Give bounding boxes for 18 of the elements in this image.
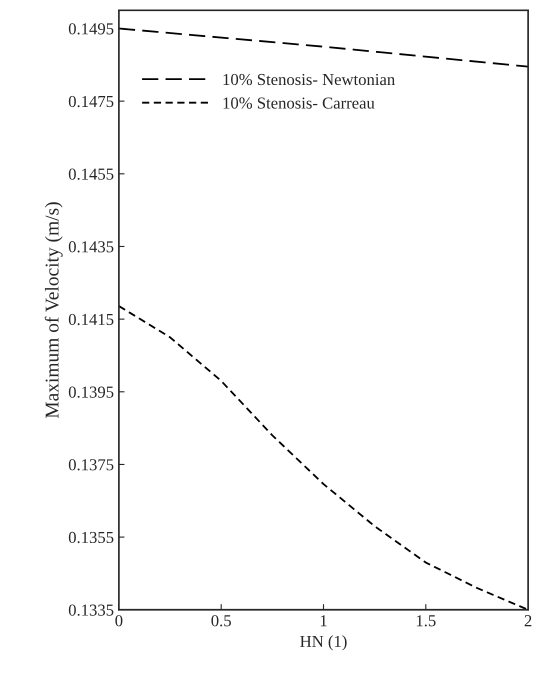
y-tick-label: 0.1455 xyxy=(68,168,114,180)
legend-label: 10% Stenosis- Newtonian xyxy=(224,74,395,86)
y-tick-label: 0.1335 xyxy=(68,604,114,616)
y-tick-label: 0.1395 xyxy=(68,386,114,398)
x-tick-label: 1.5 xyxy=(416,615,436,626)
legend-label: 10% Stenosis- Carreau xyxy=(224,97,375,109)
y-tick-label: 0.1495 xyxy=(68,23,114,35)
y-axis-title: Maximum of Velocity (m/s) xyxy=(44,202,63,418)
x-tick-label: 0 xyxy=(115,615,122,626)
x-tick-label: 2 xyxy=(524,615,532,626)
y-tick-label: 0.1355 xyxy=(68,532,114,544)
y-tick-label: 0.1475 xyxy=(68,96,114,108)
x-axis-title: HN (1) xyxy=(300,635,347,650)
y-tick-label: 0.1415 xyxy=(68,314,114,326)
y-tick-label: 0.1435 xyxy=(68,241,114,252)
y-tick-label: 0.1375 xyxy=(68,459,114,470)
x-tick-label: 1 xyxy=(320,615,327,626)
x-tick-label: 0.5 xyxy=(211,615,231,626)
